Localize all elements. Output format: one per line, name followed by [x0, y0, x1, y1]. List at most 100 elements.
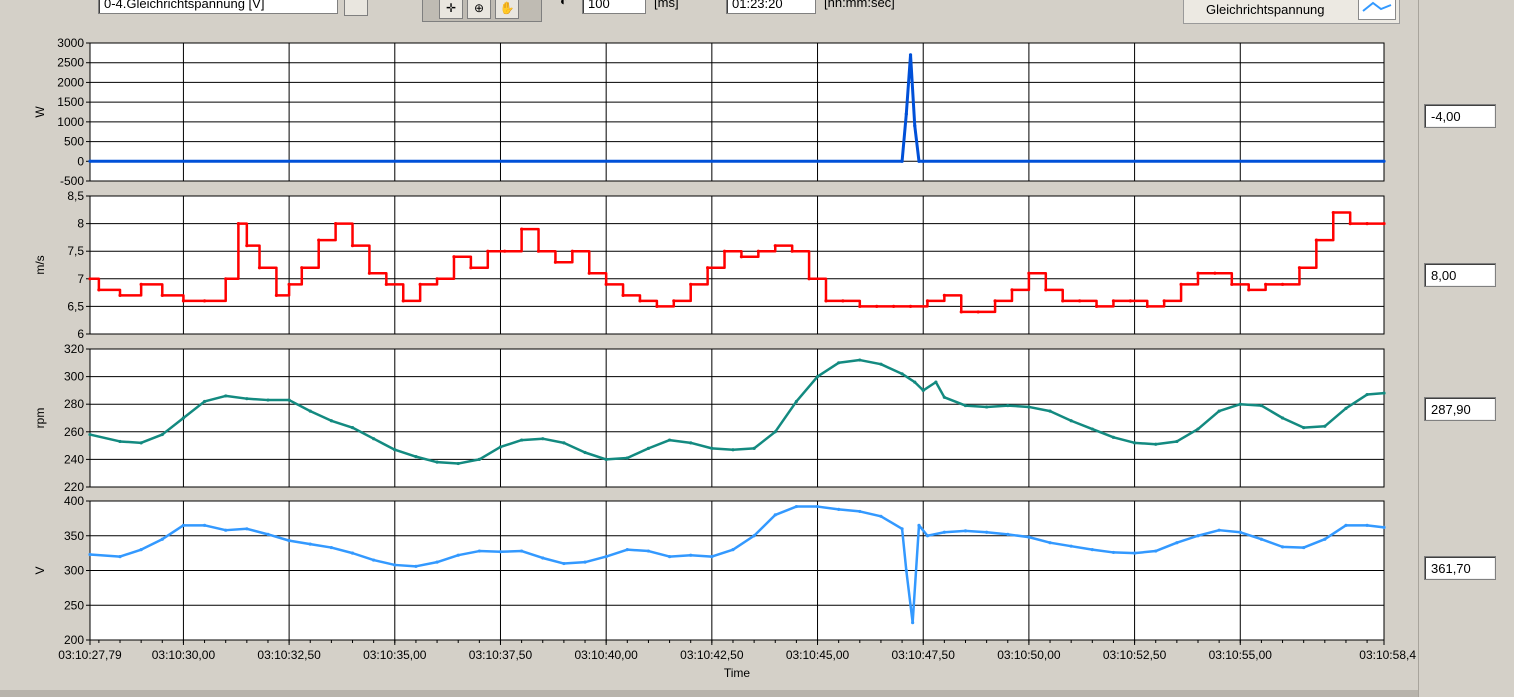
data-point — [541, 556, 545, 560]
y-axis-title: m/s — [33, 255, 47, 274]
data-point — [879, 362, 883, 366]
data-point — [1048, 409, 1052, 413]
data-point — [773, 430, 777, 434]
data-point — [942, 293, 946, 297]
data-point — [372, 558, 376, 562]
channel-select[interactable]: 0-4.Gleichrichtspannung [V] — [98, 0, 338, 14]
data-point — [274, 293, 279, 297]
data-point — [900, 159, 904, 163]
x-tick-label: 03:10:55,00 — [1209, 648, 1273, 662]
data-point — [638, 299, 642, 303]
data-point — [908, 53, 913, 57]
data-point — [1259, 537, 1264, 541]
data-point — [329, 545, 333, 550]
pan-tool-icon[interactable]: ✋ — [495, 0, 519, 19]
spinner-icon[interactable]: ◐ — [560, 0, 568, 8]
y-tick-label: 200 — [64, 633, 84, 647]
toolbar: 0-4.Gleichrichtspannung [V] ✛ ⊕ ✋ ◐ 100 … — [0, 0, 1514, 24]
data-point — [731, 448, 735, 452]
series-line-2 — [89, 358, 1385, 465]
data-point — [1094, 304, 1099, 308]
data-point — [1344, 523, 1348, 527]
data-point — [1382, 159, 1386, 163]
data-point — [1010, 288, 1014, 292]
plot-2: 320 300 280 260 240 220 rpm — [33, 342, 1386, 494]
data-point — [900, 527, 904, 531]
data-point — [710, 446, 714, 450]
data-point — [655, 304, 659, 308]
value-display-voltage: 361,70 — [1424, 556, 1496, 580]
x-tick-label: 03:10:42,50 — [680, 648, 744, 662]
data-point — [266, 532, 270, 536]
data-point — [160, 432, 164, 437]
data-point — [604, 555, 608, 559]
data-point — [963, 403, 968, 408]
data-point — [1264, 282, 1268, 286]
zoom-tool-icon[interactable]: ⊕ — [467, 0, 491, 19]
y-tick-label: 3000 — [57, 36, 84, 50]
legend-line-sample — [1362, 1, 1392, 12]
stacked-charts[interactable]: 3000 2500 2000 1500 1000 500 0 -500 W 8,5 8 7,5 7 6,5… — [0, 24, 1418, 691]
data-point — [689, 441, 693, 445]
data-point — [350, 426, 355, 430]
data-point — [317, 238, 321, 242]
data-point — [934, 380, 938, 384]
y-tick-label: 8 — [77, 217, 84, 231]
data-point — [917, 159, 921, 163]
data-point — [1365, 523, 1369, 527]
x-tick-label: 03:10:40,00 — [574, 648, 638, 662]
data-point — [367, 271, 372, 275]
data-point — [350, 551, 355, 555]
data-point — [350, 244, 355, 248]
data-point — [181, 523, 186, 527]
y-tick-label: 7,5 — [67, 244, 84, 258]
data-point — [752, 446, 756, 450]
x-tick-label: 03:10:45,00 — [786, 648, 850, 662]
chart-panel: 3000 2500 2000 1500 1000 500 0 -500 W 8,5 8 7,5 7 6,5… — [0, 24, 1418, 691]
data-point — [520, 227, 524, 231]
data-point — [1027, 271, 1031, 275]
data-point — [1217, 409, 1221, 413]
data-point — [414, 564, 418, 568]
channel-dropdown-button[interactable] — [344, 0, 368, 16]
interval-input[interactable]: 100 — [582, 0, 646, 14]
data-point — [287, 398, 291, 402]
y-tick-label: 6,5 — [67, 299, 84, 313]
data-point — [469, 266, 473, 270]
data-point — [1175, 541, 1179, 545]
data-point — [1145, 304, 1149, 308]
data-point — [583, 450, 587, 455]
y-axis-title: rpm — [33, 408, 47, 429]
data-point — [393, 448, 397, 452]
data-point — [917, 523, 921, 527]
data-point — [794, 399, 798, 404]
y-tick-label: 8,5 — [67, 189, 84, 203]
data-point — [752, 534, 756, 538]
data-point — [1280, 545, 1285, 549]
data-point — [456, 461, 460, 466]
data-point — [583, 560, 587, 564]
data-point — [1280, 416, 1285, 420]
data-point — [334, 222, 338, 226]
data-point — [520, 438, 524, 442]
data-point — [1048, 541, 1052, 545]
data-point — [1006, 532, 1010, 536]
data-point — [892, 304, 896, 308]
data-point — [985, 530, 989, 534]
data-point — [976, 310, 980, 314]
interval-unit: [ms] — [654, 0, 679, 10]
data-point — [1238, 530, 1242, 534]
data-point — [908, 304, 913, 308]
y-tick-label: 1500 — [57, 95, 84, 109]
legend-swatch-icon[interactable] — [1358, 0, 1396, 20]
plot-1: 8,5 8 7,5 7 6,5 6 m/s — [33, 189, 1386, 341]
data-point — [706, 266, 710, 270]
y-tick-label: 220 — [64, 480, 84, 494]
plot-legend[interactable]: Gleichrichtspannung — [1183, 0, 1400, 24]
data-point — [913, 124, 917, 128]
data-point — [1078, 299, 1082, 303]
x-tick-label: 03:10:27,79 — [58, 648, 122, 662]
plot-area-0 — [89, 42, 1385, 182]
data-point — [88, 159, 92, 163]
crosshair-tool-icon[interactable]: ✛ — [439, 0, 463, 19]
